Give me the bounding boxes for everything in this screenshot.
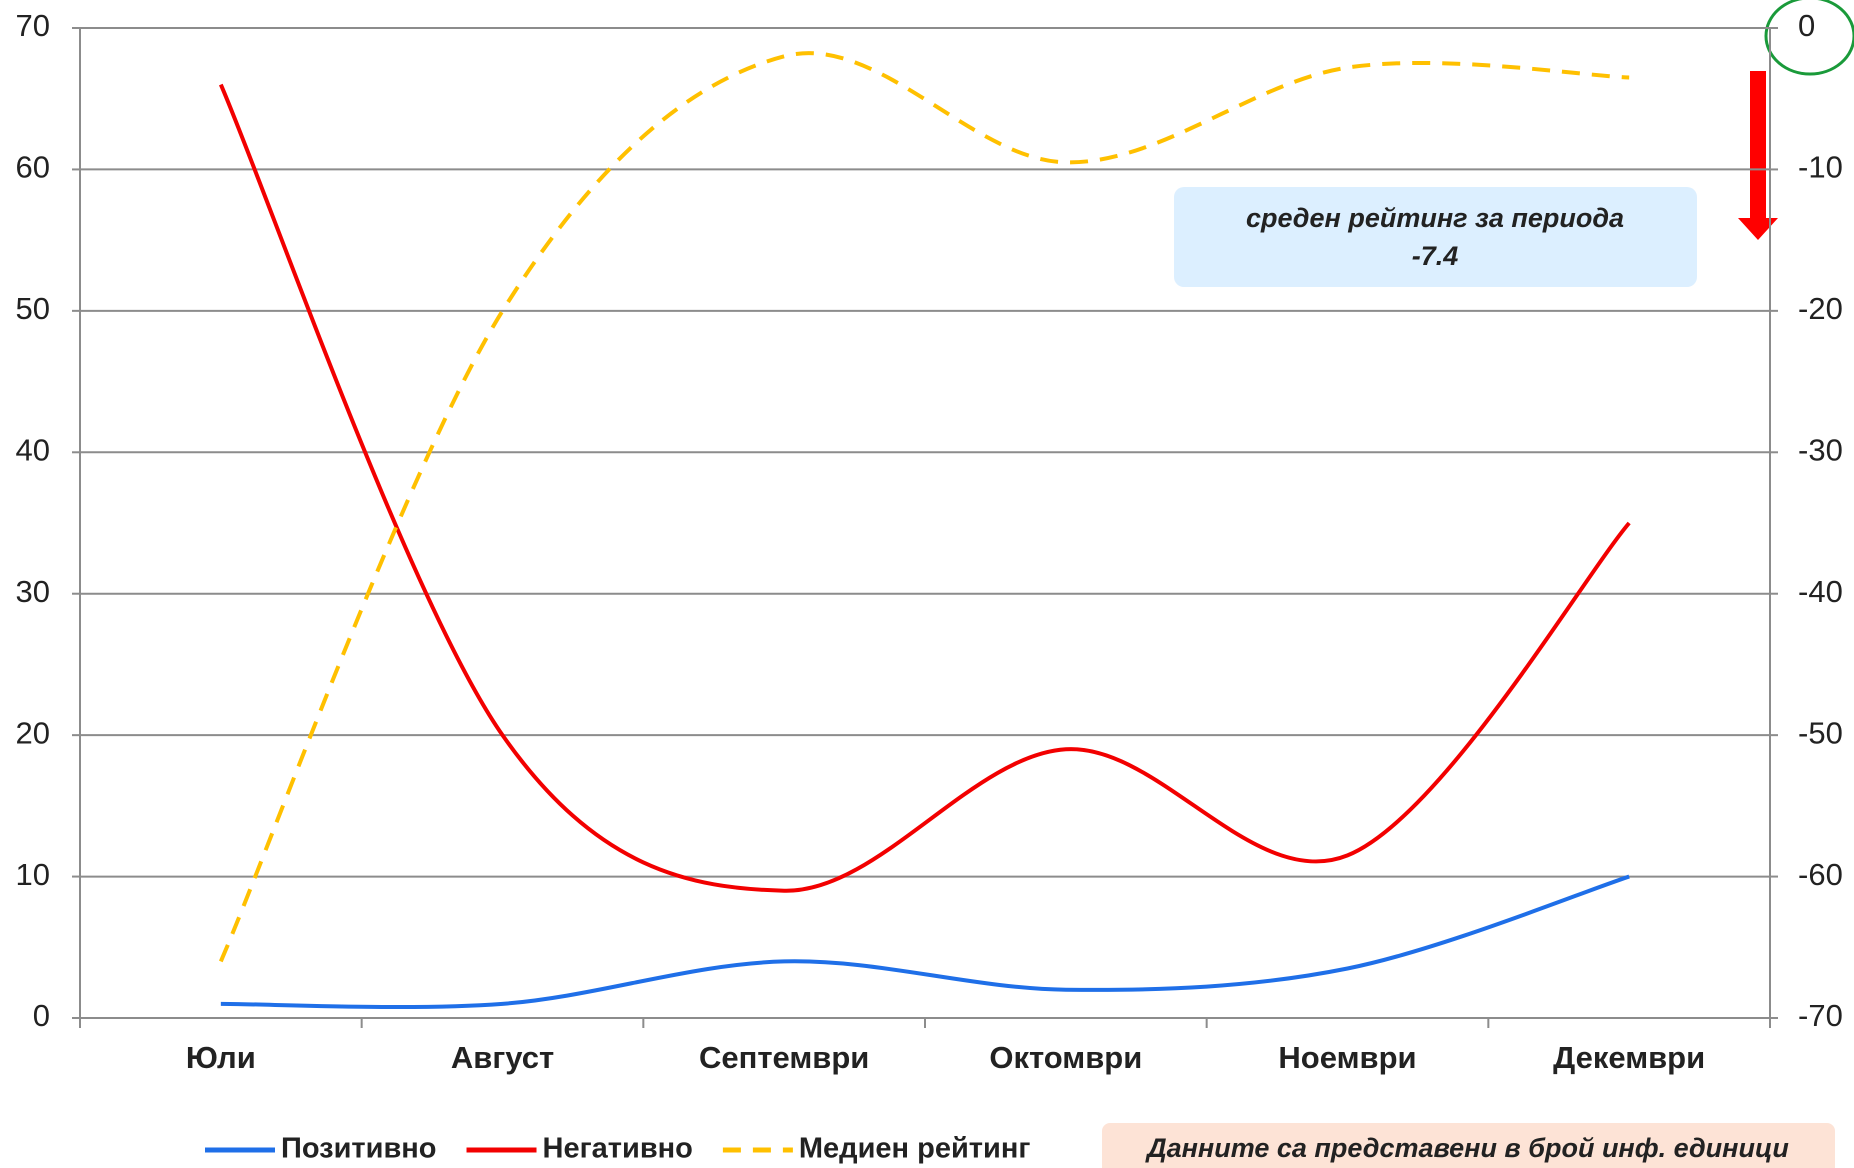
y-tick-label: 30 xyxy=(16,574,50,609)
note-box xyxy=(1102,1123,1835,1168)
y2-tick-label: -20 xyxy=(1798,291,1843,326)
highlight-circle xyxy=(1764,0,1854,76)
annotation-value: -7.4 xyxy=(1412,241,1459,271)
x-tick-label: Септември xyxy=(699,1040,869,1075)
series-line xyxy=(218,83,1631,893)
y2-tick-label: -40 xyxy=(1798,574,1843,609)
x-tick-label: Юли xyxy=(186,1040,256,1075)
y2-tick-label: -30 xyxy=(1798,432,1843,467)
legend-label: Позитивно xyxy=(281,1133,437,1165)
y2-tick-label: 0 xyxy=(1798,8,1815,43)
arrow xyxy=(1738,71,1778,240)
y-tick-label: 50 xyxy=(16,291,50,326)
y-tick-label: 40 xyxy=(16,432,50,467)
x-tick-label: Декември xyxy=(1553,1040,1705,1075)
series-line xyxy=(218,51,1630,963)
y-tick-label: 20 xyxy=(16,715,50,750)
x-tick-label: Август xyxy=(451,1040,554,1075)
y2-tick-label: -60 xyxy=(1798,857,1843,892)
y-tick-label: 60 xyxy=(16,150,50,185)
y-tick-label: 70 xyxy=(16,8,50,43)
annotation-box xyxy=(1174,187,1697,287)
y-tick-label: 0 xyxy=(33,998,50,1033)
y2-tick-label: -70 xyxy=(1798,998,1843,1033)
y-tick-label: 10 xyxy=(16,857,50,892)
note-text: Данните са представени в брой инф. едини… xyxy=(1145,1133,1789,1163)
annotation-text: среден рейтинг за периода xyxy=(1246,203,1624,233)
legend-label: Медиен рейтинг xyxy=(799,1133,1031,1165)
x-tick-label: Ноември xyxy=(1278,1040,1416,1075)
x-tick-label: Октомври xyxy=(989,1040,1142,1075)
y2-tick-label: -10 xyxy=(1798,150,1843,185)
series-line xyxy=(220,874,1630,1009)
y2-tick-label: -50 xyxy=(1798,715,1843,750)
legend-label: Негативно xyxy=(543,1133,693,1165)
